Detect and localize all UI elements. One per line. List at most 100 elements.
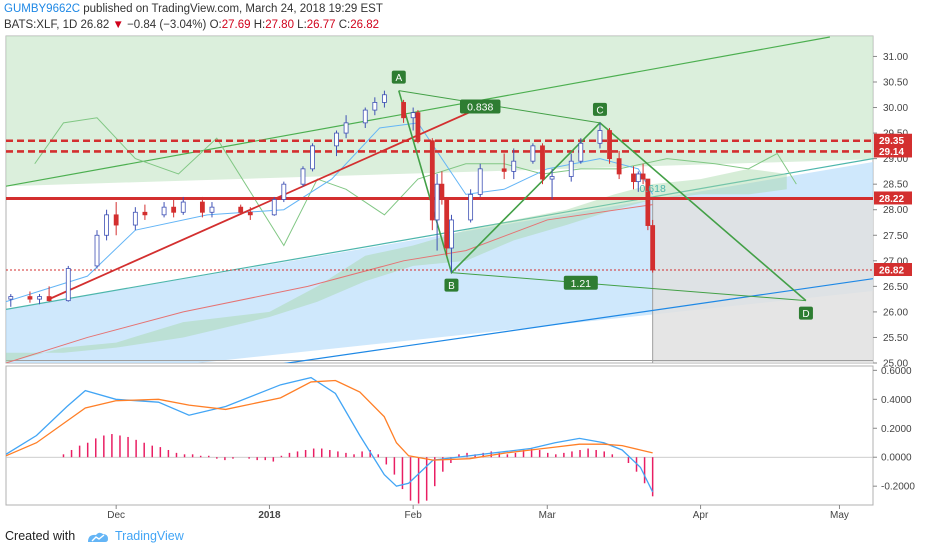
candle-body bbox=[238, 206, 244, 213]
ohlc-line: BATS:XLF, 1D 26.82 ▼ −0.84 (−3.04%) O:27… bbox=[4, 19, 379, 31]
candle-body bbox=[65, 268, 71, 302]
candle-body bbox=[549, 176, 555, 180]
moving-average-line bbox=[6, 122, 654, 303]
harmonic-point-label: C bbox=[596, 105, 603, 116]
price-axis-label: 26.00 bbox=[883, 307, 908, 318]
price-axis-label: 30.00 bbox=[883, 103, 908, 114]
harmonic-point-badge bbox=[798, 306, 813, 320]
macd-line bbox=[6, 376, 654, 493]
macd-axis-label: 0.6000 bbox=[881, 366, 912, 377]
candle-body bbox=[415, 112, 421, 142]
candle-body bbox=[300, 168, 306, 185]
price-axis-badge-text: 26.82 bbox=[879, 266, 904, 277]
candle-body bbox=[171, 206, 177, 213]
harmonic-point-badge bbox=[391, 70, 406, 84]
candle-body bbox=[142, 211, 148, 216]
author-link[interactable]: GUMBY9662C bbox=[4, 3, 81, 15]
slow-average-line bbox=[6, 204, 653, 363]
candle-body bbox=[372, 102, 378, 111]
candle-body bbox=[616, 158, 622, 175]
candle-body bbox=[568, 160, 574, 177]
price-axis-label: 27.00 bbox=[883, 256, 908, 267]
close-label: C: bbox=[338, 19, 351, 31]
fib-ratio-label: 0.618 bbox=[640, 183, 666, 195]
ratio-badge bbox=[459, 99, 501, 114]
candle-body bbox=[631, 173, 636, 183]
harmonic-bd-line bbox=[451, 272, 806, 302]
high-label: H: bbox=[253, 19, 266, 31]
candle-body bbox=[8, 296, 14, 300]
candle-body bbox=[334, 132, 339, 147]
price-drawings bbox=[6, 36, 873, 363]
macd-axis-label: 0.4000 bbox=[881, 395, 912, 406]
candle-body bbox=[439, 183, 445, 200]
candle-body bbox=[645, 178, 651, 226]
candle-body bbox=[310, 145, 315, 170]
ratio-label: 0.838 bbox=[467, 102, 493, 114]
time-axis-label: Feb bbox=[405, 510, 423, 520]
candle-body bbox=[530, 145, 536, 162]
harmonic-point-label: B bbox=[448, 281, 455, 292]
price-axis-label: 28.00 bbox=[883, 205, 908, 216]
candle-body bbox=[434, 183, 440, 221]
candle-body bbox=[94, 234, 100, 267]
ratio-label: 1.21 bbox=[571, 278, 592, 290]
candle-body bbox=[180, 201, 186, 213]
tradingview-brand[interactable]: TradingView bbox=[115, 529, 184, 543]
candle-body bbox=[449, 219, 454, 249]
macd-drawings bbox=[6, 376, 873, 504]
candle-body bbox=[429, 140, 435, 221]
candle-body bbox=[247, 211, 253, 216]
price-axis-label: 25.00 bbox=[883, 359, 908, 370]
last-price: 26.82 bbox=[80, 19, 110, 31]
harmonic-point-label: D bbox=[802, 309, 809, 320]
candle-body bbox=[640, 173, 646, 180]
time-axis-label: Apr bbox=[693, 510, 709, 520]
blue-channel-bottom-line bbox=[283, 278, 873, 363]
candle-body bbox=[209, 206, 215, 213]
candle-body bbox=[132, 211, 138, 226]
price-axis-label: 28.50 bbox=[883, 180, 908, 191]
candle-body bbox=[104, 214, 109, 236]
price-axis-badge-text: 28.22 bbox=[879, 194, 904, 205]
candle-body bbox=[410, 112, 416, 119]
candle-body bbox=[46, 296, 52, 302]
price-axis-badge bbox=[874, 191, 912, 205]
candle-body bbox=[635, 173, 641, 183]
price-axis-badge bbox=[874, 133, 912, 147]
price-axis-badge bbox=[874, 144, 912, 158]
harmonic-point-badge bbox=[444, 278, 459, 292]
harmonic-xabcd-line bbox=[398, 90, 807, 302]
change-value: −0.84 (−3.04%) bbox=[127, 19, 207, 31]
tradingview-logo-icon bbox=[88, 532, 108, 542]
price-axis-badge-text: 29.35 bbox=[879, 136, 904, 147]
candle-body bbox=[578, 142, 584, 162]
macd-pane bbox=[5, 365, 874, 506]
candle-body bbox=[199, 201, 205, 213]
candle-body bbox=[540, 145, 545, 180]
open-label: O: bbox=[209, 19, 222, 31]
macd-axis-label: 0.2000 bbox=[881, 424, 912, 435]
projection-box bbox=[652, 198, 873, 363]
time-axis-label: 2018 bbox=[258, 510, 281, 520]
ichimoku-cloud bbox=[6, 168, 787, 363]
red-trend-line bbox=[48, 106, 481, 300]
candle-body bbox=[511, 160, 517, 172]
price-axis-label: 29.00 bbox=[883, 154, 908, 165]
high-value: 27.80 bbox=[265, 19, 294, 31]
symbol-label: BATS:XLF, 1D bbox=[4, 19, 78, 31]
candle-body bbox=[27, 296, 33, 300]
price-chart[interactable]: A B C D 0.838 1.21 0.618 25.00 25.50 26.00 26.50 27… bbox=[0, 0, 932, 520]
publish-line: GUMBY9662C published on TradingView.com,… bbox=[4, 3, 383, 15]
time-axis-label: May bbox=[830, 510, 849, 520]
created-with-label: Created with bbox=[5, 529, 76, 543]
harmonic-point-badge bbox=[592, 102, 607, 116]
lagging-span-line bbox=[34, 117, 797, 247]
price-axis-label: 26.50 bbox=[883, 282, 908, 293]
signal-line bbox=[6, 379, 653, 461]
candle-body bbox=[161, 206, 167, 216]
candle-body bbox=[343, 122, 349, 134]
low-value: 26.77 bbox=[306, 19, 336, 31]
low-label: L: bbox=[297, 19, 307, 31]
time-axis-label: Dec bbox=[107, 510, 125, 520]
